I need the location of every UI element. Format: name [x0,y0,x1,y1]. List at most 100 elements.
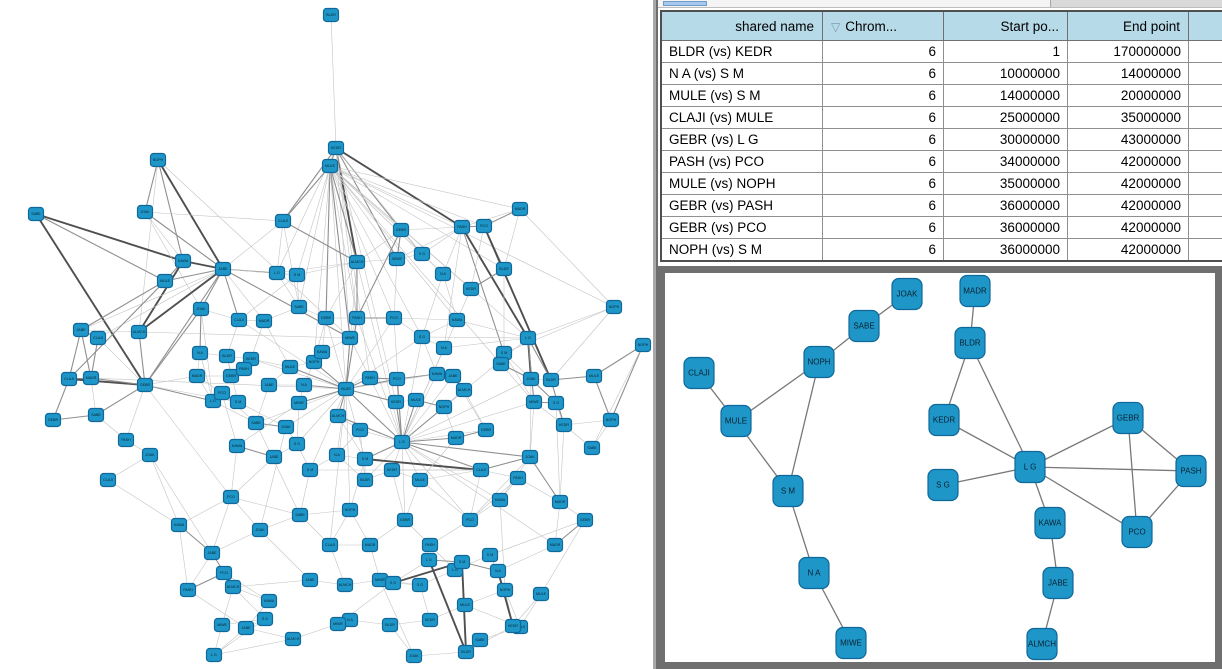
network-node-almch[interactable]: ALMCH [130,324,148,340]
cell-value[interactable]: 6.6 [1188,62,1222,85]
network-node-pash[interactable]: PASH [179,582,197,598]
network-node-sg[interactable]: S G [413,329,431,345]
network-node-pash[interactable]: PASH [235,361,253,377]
network-node-noph[interactable]: NOPH [149,152,167,168]
network-node-lg[interactable]: L G [205,647,223,663]
cell-value[interactable]: 14000000 [1067,62,1189,85]
column-header-sharedname[interactable]: shared name [660,10,823,41]
cell-value[interactable]: 170000000 [1067,40,1189,63]
network-node-madr[interactable]: MADR [361,537,379,553]
cell-value[interactable]: 11.4 [1188,150,1222,173]
cell-value[interactable]: 8.9 [1188,194,1222,217]
network-node-noph[interactable]: NOPH [803,345,835,379]
network-node-mule[interactable]: MULE [532,586,550,602]
network-node-madr[interactable]: MADR [255,313,273,329]
network-node-mule[interactable]: MULE [720,404,752,438]
cell-value[interactable]: 192.0 [1188,40,1222,63]
network-node-joak[interactable]: JOAK [251,522,269,538]
network-node-mule[interactable]: MULE [411,472,429,488]
network-node-pash[interactable]: PASH [453,219,471,235]
network-node-joak[interactable]: JOAK [891,277,923,311]
cell-shared-name[interactable]: NOPH (vs) S M [660,238,823,262]
main-network-canvas[interactable]: BLDR KEDR MULE NOPH SABE JOAK CLAJI MADR GEBR PAS… [0,0,653,669]
cell-shared-name[interactable]: GEBR (vs) PCO [660,216,823,239]
network-node-sm[interactable]: S M [481,547,499,563]
network-node-gebr[interactable]: GEBR [136,377,154,393]
cell-value[interactable]: 42000000 [1067,172,1189,195]
network-node-jabe[interactable]: JABE [301,572,319,588]
network-node-claji[interactable]: CLAJI [683,356,715,390]
network-node-sg[interactable]: S G [927,468,959,502]
network-node-noph[interactable]: NOPH [341,502,359,518]
network-node-sabe[interactable]: SABE [492,356,510,372]
cell-value[interactable]: 42000000 [1067,216,1189,239]
network-node-almch[interactable]: ALMCH [455,382,473,398]
network-node-sabe[interactable]: SABE [247,415,265,431]
network-node-pash[interactable]: PASH [348,310,366,326]
network-node-kawa[interactable]: KAWA [448,312,466,328]
network-node-joak[interactable]: JOAK [136,204,154,220]
network-node-claji[interactable]: CLAJI [230,312,248,328]
network-node-na[interactable]: N A [798,556,830,590]
table-row[interactable]: NOPH (vs) S M636000000420000009.9 [660,238,1222,262]
network-node-miwe[interactable]: MIWE [341,330,359,346]
network-node-sm[interactable]: S M [229,394,247,410]
network-node-pash[interactable]: PASH [509,470,527,486]
cell-value[interactable]: 6 [822,128,944,151]
network-node-joak[interactable]: JOAK [277,419,295,435]
table-row[interactable]: N A (vs) S M610000000140000006.6 [660,62,1222,85]
cell-shared-name[interactable]: MULE (vs) S M [660,84,823,107]
network-node-kawa[interactable]: KAWA [313,344,331,360]
network-node-sabe[interactable]: SABE [291,507,309,523]
network-node-mule[interactable]: MULE [281,359,299,375]
network-node-bldr[interactable]: BLDR [381,617,399,633]
network-node-miwe[interactable]: MIWE [329,616,347,632]
cell-value[interactable]: 6 [822,194,944,217]
network-node-sm[interactable]: S M [453,554,471,570]
network-node-gebr[interactable]: GEBR [44,412,62,428]
cell-shared-name[interactable]: N A (vs) S M [660,62,823,85]
network-node-na[interactable]: N A [435,340,453,356]
cell-value[interactable]: 30000000 [943,128,1068,151]
network-node-lg[interactable]: L G [519,330,537,346]
cell-value[interactable]: 14000000 [943,84,1068,107]
network-node-noph[interactable]: NOPH [602,412,620,428]
network-node-pco[interactable]: PCO [475,218,493,234]
network-node-pash[interactable]: PASH [361,370,379,386]
network-node-almch[interactable]: ALMCH [284,631,302,647]
network-node-gebr[interactable]: GEBR [477,422,495,438]
cell-value[interactable]: 42000000 [1067,194,1189,217]
network-node-gebr[interactable]: GEBR [576,512,594,528]
table-row[interactable]: GEBR (vs) L G6300000004300000016.9 [660,128,1222,151]
network-node-madr[interactable]: MADR [447,430,465,446]
network-node-miwe[interactable]: MIWE [388,251,406,267]
network-node-gebr[interactable]: GEBR [396,512,414,528]
network-node-madr[interactable]: MADR [959,274,991,308]
network-node-na[interactable]: N A [328,447,346,463]
network-node-kawa[interactable]: KAWA [428,366,446,382]
column-header-genetic[interactable]: Genetic... [1188,10,1222,41]
network-node-noph[interactable]: NOPH [605,299,623,315]
network-node-bldr[interactable]: BLDR [542,372,560,388]
cell-value[interactable]: 6 [822,216,944,239]
cell-value[interactable]: 10.5 [1188,172,1222,195]
network-node-noph[interactable]: NOPH [634,337,652,353]
cell-value[interactable]: 10000000 [943,62,1068,85]
network-node-mule[interactable]: MULE [585,368,603,384]
network-node-pash[interactable]: PASH [421,537,439,553]
network-node-na[interactable]: N A [191,345,209,361]
cell-shared-name[interactable]: GEBR (vs) PASH [660,194,823,217]
column-header-endpoint[interactable]: End point [1067,10,1189,41]
network-node-pco[interactable]: PCO [385,310,403,326]
network-node-kedr[interactable]: KEDR [421,612,439,628]
network-node-claji[interactable]: CLAJI [60,371,78,387]
network-node-kawa[interactable]: KAWA [170,517,188,533]
network-node-pco[interactable]: PCO [351,422,369,438]
network-node-joak[interactable]: JOAK [522,371,540,387]
network-node-jabe[interactable]: JABE [260,377,278,393]
network-node-kedr[interactable]: KEDR [504,618,522,634]
network-node-jabe[interactable]: JABE [203,545,221,561]
cell-value[interactable]: 36000000 [943,216,1068,239]
network-node-sm[interactable]: S M [288,267,306,283]
cell-value[interactable]: 35000000 [1067,106,1189,129]
